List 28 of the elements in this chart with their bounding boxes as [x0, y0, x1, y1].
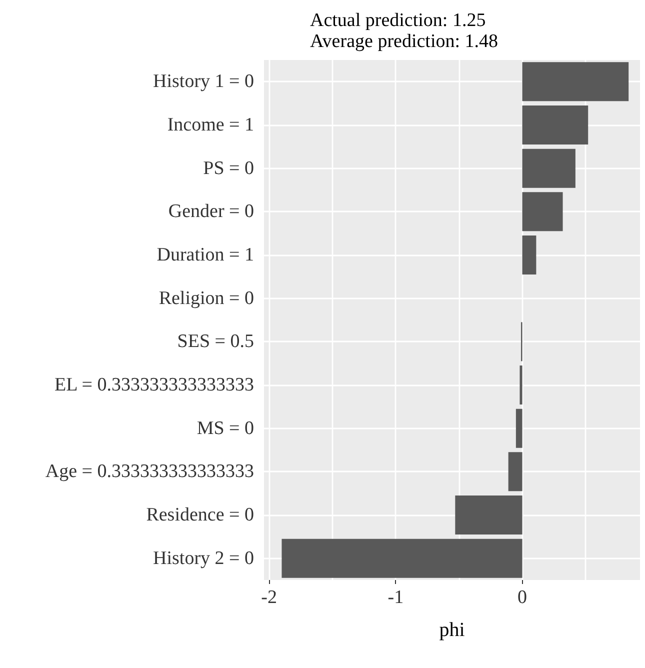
x-tick-label: 0	[518, 587, 528, 608]
bar	[522, 62, 629, 102]
x-axis-title: phi	[439, 619, 466, 641]
y-tick-label: EL = 0.333333333333333	[54, 374, 254, 396]
chart-title: Actual prediction: 1.25	[310, 10, 486, 31]
bar	[522, 106, 588, 144]
bar	[282, 538, 522, 578]
bar	[522, 236, 536, 274]
chart-subtitle: Average prediction: 1.48	[310, 31, 498, 52]
y-tick-label: Religion = 0	[158, 288, 254, 309]
bar	[516, 408, 522, 448]
bar	[508, 452, 522, 492]
y-tick-label: Age = 0.333333333333333	[45, 461, 254, 482]
y-tick-label: Gender = 0	[168, 201, 254, 222]
y-tick-label: Residence = 0	[146, 504, 254, 526]
bar	[522, 148, 576, 188]
bar	[455, 496, 522, 534]
x-tick-label: -2	[261, 587, 277, 608]
y-tick-label: PS = 0	[203, 158, 254, 179]
bar	[520, 366, 522, 404]
bar	[522, 192, 563, 232]
y-tick-label: Duration = 1	[156, 244, 254, 266]
y-tick-label: MS = 0	[196, 418, 254, 439]
y-tick-label: History 2 = 0	[153, 548, 254, 569]
y-tick-label: Income = 1	[167, 114, 254, 136]
y-tick-label: SES = 0.5	[177, 331, 254, 352]
x-tick-label: -1	[388, 587, 404, 608]
y-tick-label: History 1 = 0	[153, 71, 254, 92]
